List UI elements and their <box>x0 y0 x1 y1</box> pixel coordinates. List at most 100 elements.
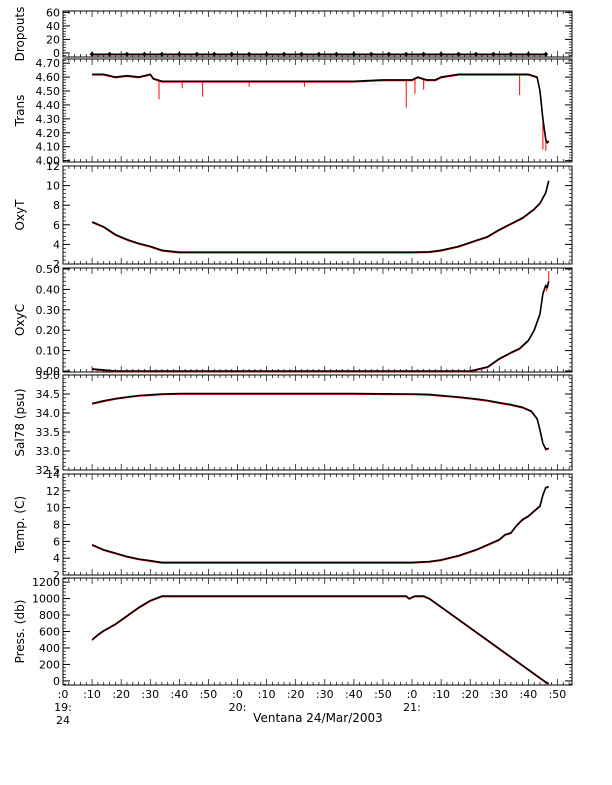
sal78-tick-label: 34.5 <box>36 388 61 401</box>
panel-sal78: 32.5 33.0 33.5 34.0 34.5 35.0 Sal78 (psu) <box>13 369 573 477</box>
x-tick-label: :10 <box>83 688 101 701</box>
x-tick-label: :20 <box>287 688 305 701</box>
press-tick-label: 600 <box>39 626 60 639</box>
temp-tick-label: 10 <box>46 502 60 515</box>
x-tick-hour: 20: <box>229 701 247 714</box>
time-axis: :019:24:10:20:30:40:50:020::10:20:30:40:… <box>54 688 566 727</box>
dropouts-frame <box>62 10 573 58</box>
oxyt-raw-line <box>91 181 550 254</box>
x-tick-label: :20 <box>461 688 479 701</box>
oxyt-tick-label: 8 <box>53 199 60 212</box>
x-tick-hour: 19: <box>54 701 72 714</box>
oxyt-tick-label: 10 <box>46 180 60 193</box>
trans-series-line <box>92 73 550 144</box>
oxyt-axis-title: OxyT <box>13 199 27 231</box>
press-tick-label: 400 <box>39 642 60 655</box>
sal78-axis-title: Sal78 (psu) <box>13 388 27 456</box>
x-tick-label: :30 <box>141 688 159 701</box>
panel-oxyc: 0.00 0.10 0.20 0.30 0.40 0.50 OxyC <box>13 263 573 378</box>
press-frame <box>62 577 573 686</box>
x-tick-label: :40 <box>345 688 363 701</box>
chart-panels: 0204060Dropouts4.004.104.204.304.404.504… <box>13 6 573 688</box>
x-tick-label: :50 <box>374 688 392 701</box>
oxyt-tick-label: 12 <box>46 160 60 173</box>
temp-series-line <box>91 485 549 564</box>
oxyt-frame <box>62 165 573 265</box>
press-tick-label: 1000 <box>32 593 60 606</box>
x-tick-label: :40 <box>170 688 188 701</box>
panel-trans: 4.004.104.204.304.404.504.604.70 Trans <box>13 57 573 168</box>
press-raw-line <box>91 596 549 685</box>
trans-tick-label: 4.30 <box>36 113 61 126</box>
x-tick-label: :50 <box>200 688 218 701</box>
x-axis-title: Ventana 24/Mar/2003 <box>253 711 383 725</box>
temp-tick-label: 14 <box>46 468 60 481</box>
x-tick-label: :0 <box>58 688 69 701</box>
sal78-tick-label: 33.0 <box>36 445 61 458</box>
press-tick-label: 800 <box>39 609 60 622</box>
press-axis-title: Press. (db) <box>13 600 27 664</box>
oxyt-tick-label: 4 <box>53 238 60 251</box>
press-series-line <box>91 595 550 685</box>
oxyc-tick-label: 0.00 <box>36 365 61 378</box>
x-tick-label: :10 <box>258 688 276 701</box>
oxyc-axis-title: OxyC <box>13 304 27 336</box>
temp-raw-line <box>91 486 549 564</box>
trans-tick-label: 4.00 <box>36 155 61 168</box>
dropouts-tick-label: 60 <box>46 6 60 19</box>
trans-raw-line <box>92 74 550 145</box>
temp-tick-label: 4 <box>53 552 60 565</box>
press-tick-label: 0 <box>53 675 60 688</box>
oxyt-tick-label: 2 <box>53 258 60 271</box>
dropouts-tick-label: 40 <box>46 20 60 33</box>
x-tick-label: :40 <box>520 688 538 701</box>
temp-tick-label: 12 <box>46 485 60 498</box>
oxyc-tick-label: 0.40 <box>36 283 61 296</box>
x-tick-hour: 21: <box>403 701 421 714</box>
oxyc-tick-label: 0.30 <box>36 304 61 317</box>
x-tick-label: :10 <box>432 688 450 701</box>
sal78-tick-label: 32.5 <box>36 464 61 477</box>
dropouts-tick-label: 0 <box>53 47 60 60</box>
trans-tick-label: 4.40 <box>36 99 61 112</box>
x-tick-label: :30 <box>316 688 334 701</box>
press-tick-label: 200 <box>39 658 60 671</box>
panel-press: 0 200 400 600 800 1000 1200 Press. (db) <box>13 576 573 688</box>
sal78-tick-label: 34.0 <box>36 407 61 420</box>
oxyc-series-line <box>92 281 550 372</box>
trans-tick-label: 4.70 <box>36 57 61 70</box>
trans-tick-label: 4.20 <box>36 127 61 140</box>
x-tick-day: 24 <box>56 714 70 727</box>
dropouts-axis-title: Dropouts <box>13 7 27 62</box>
x-tick-label: :50 <box>549 688 567 701</box>
oxyc-tick-label: 0.20 <box>36 324 61 337</box>
panel-temp: 2 4 6 8 10 12 14 Temp. (C) <box>13 468 573 582</box>
trans-axis-title: Trans <box>13 95 27 128</box>
trans-tick-label: 4.10 <box>36 141 61 154</box>
panel-oxyt: 2 4 6 8 10 12 OxyT <box>13 160 573 271</box>
temp-axis-title: Temp. (C) <box>13 496 27 554</box>
oxyc-frame <box>62 267 573 373</box>
sal78-tick-label: 35.0 <box>36 369 61 382</box>
trans-tick-label: 4.50 <box>36 85 61 98</box>
x-tick-label: :30 <box>490 688 508 701</box>
temp-tick-label: 2 <box>53 569 60 582</box>
trans-tick-label: 4.60 <box>36 71 61 84</box>
oxyc-raw-line <box>92 281 550 373</box>
dropouts-tick-label: 20 <box>46 33 60 46</box>
sal78-frame <box>62 374 573 471</box>
oxyt-tick-label: 6 <box>53 219 60 232</box>
x-tick-label: :0 <box>232 688 243 701</box>
oxyc-tick-label: 0.50 <box>36 263 61 276</box>
sal78-raw-line <box>91 393 549 451</box>
temp-tick-label: 8 <box>53 519 60 532</box>
x-tick-label: :0 <box>407 688 418 701</box>
x-tick-label: :20 <box>112 688 130 701</box>
sal78-series-line <box>91 392 549 450</box>
temp-tick-label: 6 <box>53 535 60 548</box>
oxyc-tick-label: 0.10 <box>36 345 61 358</box>
sal78-tick-label: 33.5 <box>36 426 61 439</box>
press-tick-label: 1200 <box>32 576 60 589</box>
